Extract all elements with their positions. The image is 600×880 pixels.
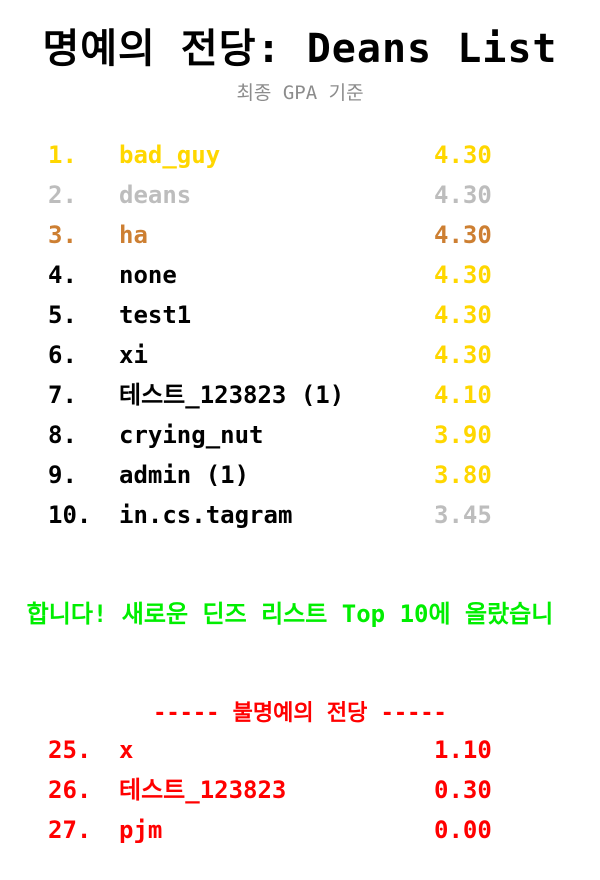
- player-name: bad_guy: [119, 141, 221, 169]
- leaderboard-row: 9. admin (1) 3.80: [0, 460, 600, 490]
- gpa-value: 4.30: [434, 221, 492, 249]
- page-title: 명예의 전당: Deans List: [42, 26, 558, 72]
- rank-number: 8.: [48, 421, 77, 449]
- gpa-value: 0.30: [434, 776, 492, 804]
- gpa-value: 1.10: [434, 736, 492, 764]
- leaderboard-row: 1. bad_guy 4.30: [0, 140, 600, 170]
- rank-number: 7.: [48, 381, 77, 409]
- leaderboard-row: 3. ha 4.30: [0, 220, 600, 250]
- shame-row: 26. 테스트_123823 0.30: [0, 775, 600, 805]
- gpa-value: 3.80: [434, 461, 492, 489]
- rank-number: 27.: [48, 816, 92, 844]
- rank-number: 5.: [48, 301, 77, 329]
- congratulations-banner: 합니다! 새로운 딘즈 리스트 Top 10에 올랐습니: [0, 597, 600, 631]
- rank-number: 25.: [48, 736, 92, 764]
- page-subtitle: 최종 GPA 기준: [236, 82, 364, 104]
- rank-number: 10.: [48, 501, 92, 529]
- gpa-value: 4.30: [434, 301, 492, 329]
- hall-of-shame-heading: ----- 불명예의 전당 -----: [153, 701, 447, 726]
- player-name: test1: [119, 301, 192, 329]
- leaderboard-row: 4. none 4.30: [0, 260, 600, 290]
- rank-number: 3.: [48, 221, 77, 249]
- gpa-value: 0.00: [434, 816, 492, 844]
- rank-number: 9.: [48, 461, 77, 489]
- rank-number: 1.: [48, 141, 77, 169]
- player-name: 테스트_123823 (1): [119, 381, 345, 409]
- player-name: admin (1): [119, 461, 250, 489]
- leaderboard-row: 8. crying_nut 3.90: [0, 420, 600, 450]
- leaderboard-row: 2. deans 4.30: [0, 180, 600, 210]
- leaderboard-row: 10. in.cs.tagram 3.45: [0, 500, 600, 530]
- gpa-value: 4.10: [434, 381, 492, 409]
- player-name: in.cs.tagram: [119, 501, 293, 529]
- gpa-value: 4.30: [434, 261, 492, 289]
- player-name: none: [119, 261, 177, 289]
- gpa-value: 4.30: [434, 181, 492, 209]
- leaderboard-row: 6. xi 4.30: [0, 340, 600, 370]
- gpa-value: 4.30: [434, 341, 492, 369]
- player-name: x: [119, 736, 134, 764]
- player-name: ha: [119, 221, 148, 249]
- gpa-value: 3.45: [434, 501, 492, 529]
- leaderboard-row: 7. 테스트_123823 (1) 4.10: [0, 380, 600, 410]
- banner-text: 합니다! 새로운 딘즈 리스트 Top 10에 올랐습니: [26, 600, 554, 628]
- gpa-value: 4.30: [434, 141, 492, 169]
- player-name: xi: [119, 341, 148, 369]
- shame-row: 25. x 1.10: [0, 735, 600, 765]
- player-name: 테스트_123823: [119, 776, 287, 804]
- rank-number: 6.: [48, 341, 77, 369]
- rank-number: 26.: [48, 776, 92, 804]
- player-name: crying_nut: [119, 421, 264, 449]
- rank-number: 4.: [48, 261, 77, 289]
- shame-row: 27. pjm 0.00: [0, 815, 600, 845]
- player-name: pjm: [119, 816, 163, 844]
- player-name: deans: [119, 181, 192, 209]
- gpa-value: 3.90: [434, 421, 492, 449]
- leaderboard-row: 5. test1 4.30: [0, 300, 600, 330]
- rank-number: 2.: [48, 181, 77, 209]
